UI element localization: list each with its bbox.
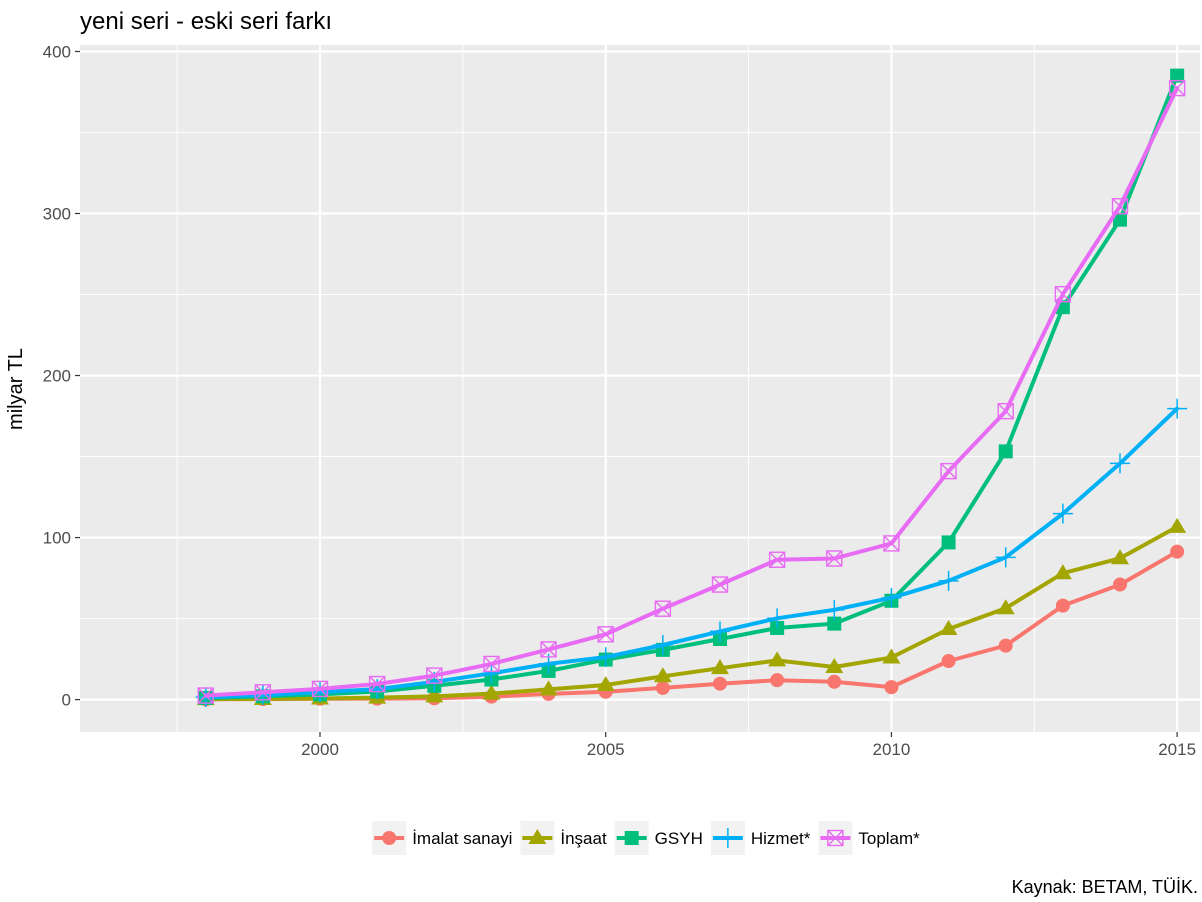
legend-item: İmalat sanayi [372, 821, 512, 855]
data-point [770, 673, 785, 688]
data-point [595, 647, 616, 668]
data-point [827, 616, 842, 631]
data-point [882, 648, 901, 664]
series-line [203, 73, 1180, 700]
data-point [995, 547, 1016, 568]
data-point [1113, 577, 1127, 592]
x-tick-label: 2005 [587, 740, 625, 759]
data-point [825, 658, 844, 674]
data-point [481, 663, 502, 684]
legend-marker [382, 831, 397, 845]
data-point [197, 687, 214, 704]
data-point [768, 551, 786, 568]
data-point [1055, 598, 1070, 613]
data-point [540, 641, 557, 658]
data-point [1170, 68, 1185, 83]
data-point [710, 621, 730, 642]
legend-item: GSYH [614, 821, 703, 855]
data-point [1167, 398, 1188, 419]
legend-item: Toplam* [818, 821, 920, 855]
data-point [653, 667, 672, 683]
data-point [254, 684, 272, 701]
series-4 [197, 79, 1186, 704]
legend-label: İmalat sanayi [412, 829, 512, 848]
data-point [654, 600, 672, 617]
data-point [1113, 212, 1127, 227]
x-tick-label: 2015 [1158, 740, 1196, 759]
data-point [311, 680, 329, 698]
data-point [938, 570, 959, 591]
legend-marker [528, 829, 547, 844]
legend-label: Toplam* [858, 829, 920, 848]
data-point [597, 626, 614, 643]
series-line [203, 86, 1180, 698]
y-tick-label: 100 [43, 529, 71, 548]
data-point [768, 651, 787, 667]
data-point [652, 634, 673, 655]
x-axis: 2000 2005 2010 2015 [301, 732, 1196, 759]
legend-marker [827, 829, 844, 847]
y-tick-label: 400 [43, 42, 71, 61]
data-point [713, 676, 727, 691]
data-point [826, 550, 843, 567]
data-point [711, 659, 729, 675]
data-point [1052, 503, 1073, 524]
data-point [368, 675, 386, 693]
y-axis: 0 100 200 300 400 [43, 42, 80, 710]
caption: Kaynak: BETAM, TÜİK. [1012, 877, 1198, 897]
y-axis-title: milyar TL [5, 348, 27, 430]
data-point [655, 680, 670, 695]
legend-item: Hizmet* [710, 821, 811, 855]
data-point [711, 576, 729, 593]
legend-label: İnşaat [560, 829, 607, 848]
series-layer [195, 68, 1188, 708]
data-point [884, 680, 899, 695]
legend: İmalat sanayi İnşaat GSYH Hizmet* Toplam* [372, 821, 920, 855]
data-point [1168, 79, 1186, 97]
data-point [881, 587, 902, 608]
data-point [425, 687, 444, 703]
data-point [426, 667, 443, 684]
data-point [824, 599, 845, 620]
data-point [940, 462, 957, 480]
data-point [1111, 549, 1129, 565]
y-tick-label: 200 [43, 367, 71, 386]
data-point [767, 608, 788, 629]
data-point [827, 674, 842, 689]
data-point [996, 599, 1015, 615]
legend-label: Hizmet* [751, 829, 811, 848]
x-tick-label: 2010 [873, 740, 911, 759]
legend-marker [624, 831, 639, 845]
data-point [941, 654, 956, 669]
data-point [1111, 198, 1129, 215]
legend-label: GSYH [655, 829, 703, 848]
data-point [482, 684, 501, 700]
data-point [998, 444, 1013, 459]
data-point [939, 619, 958, 635]
data-point [997, 402, 1014, 420]
data-point [1168, 517, 1187, 533]
data-point [1053, 564, 1072, 580]
data-point [310, 682, 330, 703]
y-tick-label: 0 [62, 691, 71, 710]
legend-item: İnşaat [520, 821, 607, 855]
data-point [941, 535, 956, 550]
data-point [1170, 544, 1185, 559]
data-point [883, 535, 900, 552]
x-tick-label: 2000 [301, 740, 339, 759]
data-point [483, 655, 500, 673]
data-point [596, 676, 615, 692]
series-line [203, 524, 1180, 702]
data-point [1054, 285, 1072, 303]
data-point [998, 638, 1013, 653]
chart-title: yeni seri - eski seri farkı [80, 8, 332, 35]
data-point [252, 685, 273, 706]
legend-marker [717, 828, 738, 848]
grid-minor [80, 45, 1200, 732]
y-tick-label: 300 [43, 205, 71, 224]
data-point [1110, 453, 1130, 474]
data-point [539, 680, 558, 696]
